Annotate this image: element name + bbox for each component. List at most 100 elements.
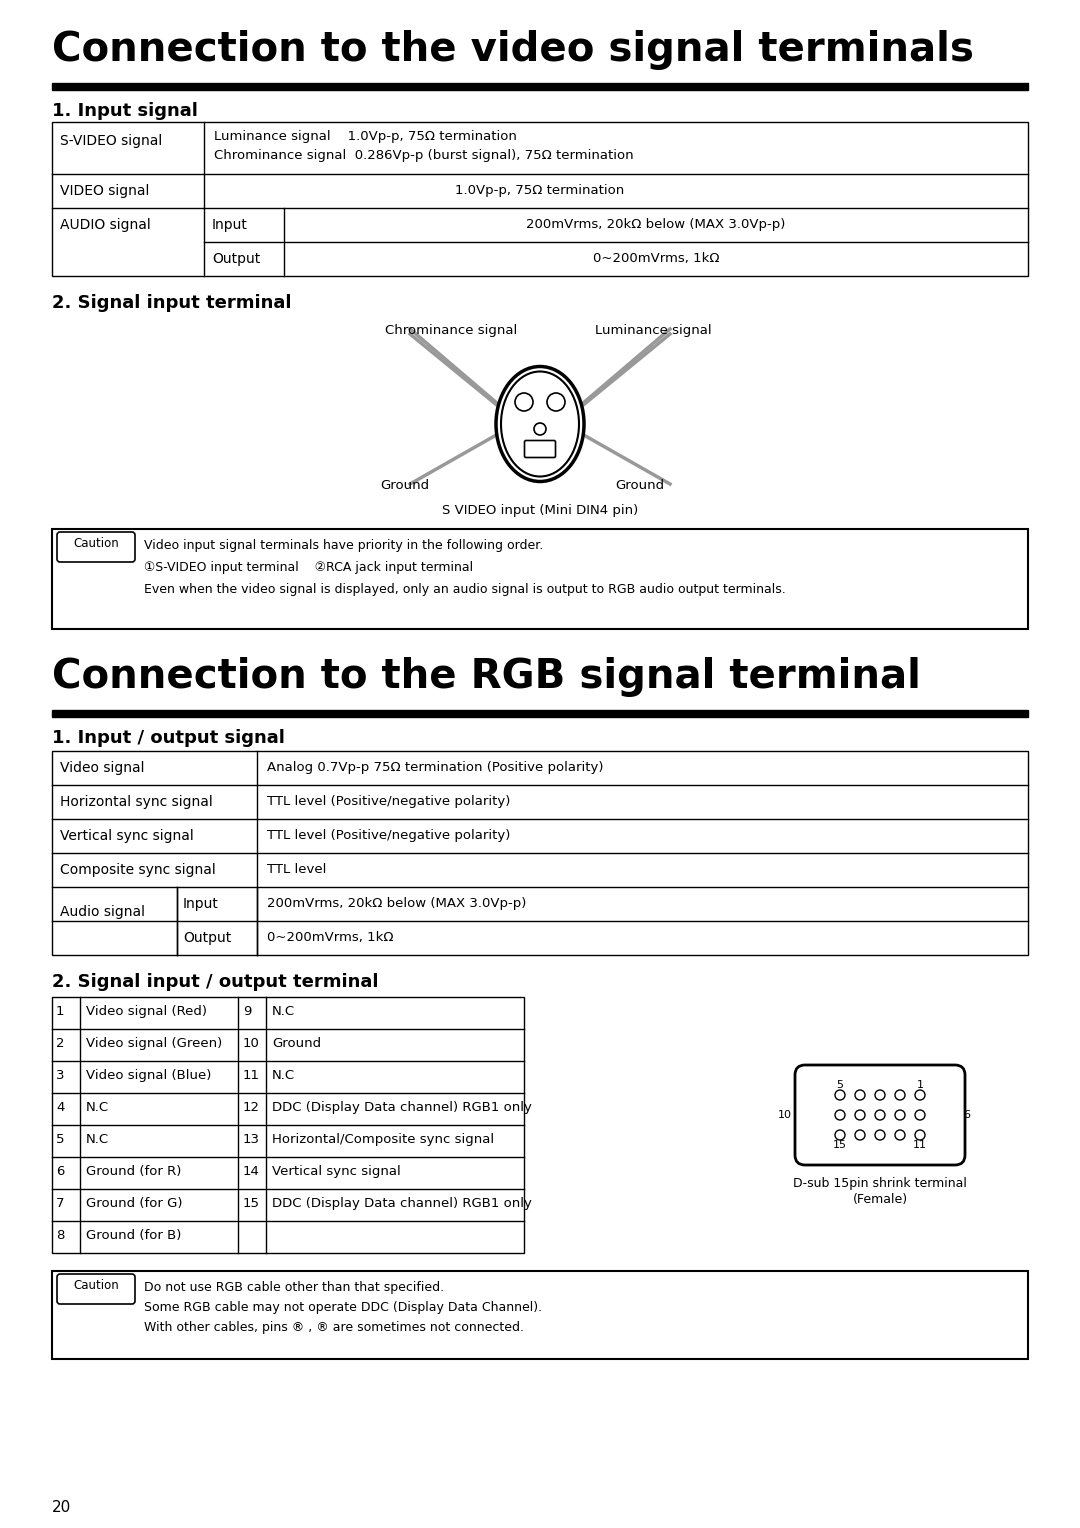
Text: With other cables, pins ® , ® are sometimes not connected.: With other cables, pins ® , ® are someti… xyxy=(144,1322,524,1334)
Text: Video input signal terminals have priority in the following order.: Video input signal terminals have priori… xyxy=(144,539,543,552)
Text: N.C: N.C xyxy=(86,1132,109,1146)
Circle shape xyxy=(875,1089,885,1100)
Ellipse shape xyxy=(501,371,579,477)
Text: Even when the video signal is displayed, only an audio signal is output to RGB a: Even when the video signal is displayed,… xyxy=(144,584,786,596)
Text: 2. Signal input terminal: 2. Signal input terminal xyxy=(52,293,292,312)
Text: Output: Output xyxy=(212,252,260,266)
Circle shape xyxy=(895,1131,905,1140)
Bar xyxy=(52,711,1028,717)
Text: 200mVrms, 20kΩ below (MAX 3.0Vp-p): 200mVrms, 20kΩ below (MAX 3.0Vp-p) xyxy=(267,897,526,911)
Text: 1. Input signal: 1. Input signal xyxy=(52,102,198,121)
Text: Video signal (Red): Video signal (Red) xyxy=(86,1005,207,1018)
Text: VIDEO signal: VIDEO signal xyxy=(60,183,149,199)
Text: TTL level: TTL level xyxy=(267,863,326,876)
Text: AUDIO signal: AUDIO signal xyxy=(60,219,151,232)
Text: N.C: N.C xyxy=(272,1005,295,1018)
Text: S-VIDEO signal: S-VIDEO signal xyxy=(60,134,162,148)
Text: Video signal (Blue): Video signal (Blue) xyxy=(86,1070,212,1082)
Circle shape xyxy=(875,1131,885,1140)
Text: Caution: Caution xyxy=(73,536,119,550)
Circle shape xyxy=(915,1109,924,1120)
Text: DDC (Display Data channel) RGB1 only: DDC (Display Data channel) RGB1 only xyxy=(272,1196,531,1210)
Circle shape xyxy=(915,1089,924,1100)
Text: Caution: Caution xyxy=(73,1279,119,1293)
Text: 0~200mVrms, 1kΩ: 0~200mVrms, 1kΩ xyxy=(593,252,719,264)
Circle shape xyxy=(546,393,565,411)
Circle shape xyxy=(855,1089,865,1100)
Text: Audio signal: Audio signal xyxy=(60,905,145,918)
Text: 200mVrms, 20kΩ below (MAX 3.0Vp-p): 200mVrms, 20kΩ below (MAX 3.0Vp-p) xyxy=(526,219,785,231)
Text: N.C: N.C xyxy=(86,1102,109,1114)
Circle shape xyxy=(875,1109,885,1120)
Text: 9: 9 xyxy=(243,1005,252,1018)
Bar xyxy=(52,1271,1028,1358)
Text: 14: 14 xyxy=(243,1164,260,1178)
Ellipse shape xyxy=(496,367,584,481)
Text: Ground: Ground xyxy=(615,478,664,492)
Text: 4: 4 xyxy=(56,1102,65,1114)
Text: 8: 8 xyxy=(56,1229,65,1242)
Text: D-sub 15pin shrink terminal: D-sub 15pin shrink terminal xyxy=(793,1177,967,1190)
Circle shape xyxy=(515,393,534,411)
Text: 5: 5 xyxy=(56,1132,65,1146)
Text: 6: 6 xyxy=(963,1109,971,1120)
Text: Connection to the video signal terminals: Connection to the video signal terminals xyxy=(52,31,974,70)
FancyBboxPatch shape xyxy=(57,1274,135,1303)
Bar xyxy=(52,83,1028,90)
Text: Analog 0.7Vp-p 75Ω termination (Positive polarity): Analog 0.7Vp-p 75Ω termination (Positive… xyxy=(267,761,604,775)
Circle shape xyxy=(895,1089,905,1100)
Text: Input: Input xyxy=(183,897,219,911)
Circle shape xyxy=(855,1109,865,1120)
FancyBboxPatch shape xyxy=(57,532,135,562)
Text: N.C: N.C xyxy=(272,1070,295,1082)
Text: 1: 1 xyxy=(56,1005,65,1018)
Circle shape xyxy=(915,1131,924,1140)
Text: Ground: Ground xyxy=(380,478,429,492)
Circle shape xyxy=(534,423,546,435)
Bar xyxy=(52,750,1028,955)
Bar xyxy=(52,996,524,1253)
Bar xyxy=(52,122,1028,277)
Text: 11: 11 xyxy=(243,1070,260,1082)
Text: 12: 12 xyxy=(243,1102,260,1114)
Text: S VIDEO input (Mini DIN4 pin): S VIDEO input (Mini DIN4 pin) xyxy=(442,504,638,516)
Text: 15: 15 xyxy=(243,1196,260,1210)
Text: Do not use RGB cable other than that specified.: Do not use RGB cable other than that spe… xyxy=(144,1280,444,1294)
Text: Ground: Ground xyxy=(272,1038,321,1050)
Circle shape xyxy=(835,1109,845,1120)
Text: TTL level (Positive/negative polarity): TTL level (Positive/negative polarity) xyxy=(267,795,511,808)
Text: 3: 3 xyxy=(56,1070,65,1082)
Text: Chrominance signal: Chrominance signal xyxy=(384,324,517,338)
Text: Ground (for R): Ground (for R) xyxy=(86,1164,181,1178)
Text: Vertical sync signal: Vertical sync signal xyxy=(60,830,193,843)
Circle shape xyxy=(835,1089,845,1100)
Text: 20: 20 xyxy=(52,1500,71,1514)
Circle shape xyxy=(855,1131,865,1140)
Text: Some RGB cable may not operate DDC (Display Data Channel).: Some RGB cable may not operate DDC (Disp… xyxy=(144,1300,542,1314)
Text: 2: 2 xyxy=(56,1038,65,1050)
Text: Composite sync signal: Composite sync signal xyxy=(60,863,216,877)
Text: 15: 15 xyxy=(833,1140,847,1151)
Text: 1. Input / output signal: 1. Input / output signal xyxy=(52,729,285,747)
Text: Video signal (Green): Video signal (Green) xyxy=(86,1038,222,1050)
Text: 11: 11 xyxy=(913,1140,927,1151)
Text: 6: 6 xyxy=(56,1164,65,1178)
Text: Ground (for B): Ground (for B) xyxy=(86,1229,181,1242)
Text: (Female): (Female) xyxy=(852,1193,907,1206)
Text: Input: Input xyxy=(212,219,248,232)
Text: Connection to the RGB signal terminal: Connection to the RGB signal terminal xyxy=(52,657,921,697)
Bar xyxy=(52,529,1028,630)
Text: Luminance signal    1.0Vp-p, 75Ω termination
Chrominance signal  0.286Vp-p (burs: Luminance signal 1.0Vp-p, 75Ω terminatio… xyxy=(214,130,634,162)
Text: 1.0Vp-p, 75Ω termination: 1.0Vp-p, 75Ω termination xyxy=(456,183,624,197)
Text: ①S-VIDEO input terminal    ②RCA jack input terminal: ①S-VIDEO input terminal ②RCA jack input … xyxy=(144,561,473,575)
Text: Horizontal/Composite sync signal: Horizontal/Composite sync signal xyxy=(272,1132,495,1146)
Text: Vertical sync signal: Vertical sync signal xyxy=(272,1164,401,1178)
Text: 0~200mVrms, 1kΩ: 0~200mVrms, 1kΩ xyxy=(267,931,393,944)
Text: 5: 5 xyxy=(837,1080,843,1089)
Text: 10: 10 xyxy=(778,1109,792,1120)
Text: Luminance signal: Luminance signal xyxy=(595,324,712,338)
Text: TTL level (Positive/negative polarity): TTL level (Positive/negative polarity) xyxy=(267,830,511,842)
Text: 13: 13 xyxy=(243,1132,260,1146)
Text: 1: 1 xyxy=(917,1080,923,1089)
Text: 10: 10 xyxy=(243,1038,260,1050)
